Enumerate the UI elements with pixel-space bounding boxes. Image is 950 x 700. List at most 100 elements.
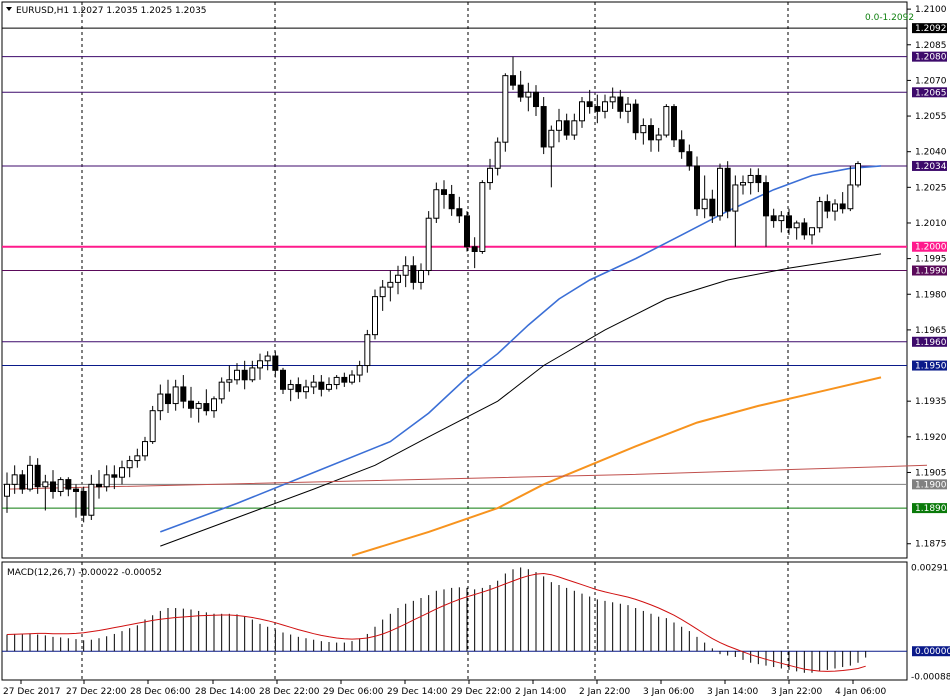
bullish-candle (778, 215, 785, 222)
bullish-candle (809, 227, 815, 236)
price-level-tag (912, 336, 947, 347)
macd-signal-line (6, 572, 866, 672)
bearish-candle (280, 369, 286, 390)
bearish-candle (50, 481, 56, 492)
bullish-candle (326, 384, 332, 390)
bearish-candle (165, 393, 171, 405)
bullish-candle (195, 403, 202, 409)
bearish-candle (80, 490, 87, 516)
bullish-candle (142, 441, 148, 457)
bearish-candle (648, 125, 654, 141)
time-tick-label: 27 Dec 2017 (3, 687, 61, 697)
price-tick-label: 1.2055 (915, 112, 947, 122)
bullish-candle (149, 410, 156, 443)
bullish-candle (832, 203, 838, 212)
time-tick-label: 3 Jan 14:00 (707, 687, 759, 697)
macd-indicator (2, 567, 907, 673)
price-tick-label: 1.2025 (915, 183, 947, 193)
bullish-candle (609, 96, 616, 103)
bullish-candle (310, 381, 317, 388)
moving-averages (6, 165, 928, 557)
bullish-candle (88, 483, 95, 516)
bullish-candle (333, 376, 340, 386)
bearish-candle (448, 193, 455, 210)
price-tick-label: 1.1935 (915, 397, 947, 407)
moving-average-line (160, 165, 882, 533)
bullish-candle (525, 91, 532, 98)
bullish-candle (11, 474, 18, 485)
bullish-candle (571, 120, 578, 136)
macd-label: MACD(12,26,7) -0.00022 -0.00052 (7, 568, 162, 578)
bearish-candle (709, 198, 716, 217)
bullish-candle (556, 120, 562, 131)
bullish-candle (27, 464, 33, 490)
bearish-candle (824, 201, 831, 212)
bearish-candle (471, 246, 478, 252)
bearish-candle (241, 369, 248, 381)
bullish-candle (387, 281, 394, 288)
bearish-candle (318, 381, 325, 390)
bullish-candle (625, 103, 631, 112)
price-tick-label: 1.1920 (915, 433, 947, 443)
bearish-candle (763, 182, 769, 217)
chart-header: EURUSD,H1 1.2027 1.2035 1.2025 1.2035 (16, 6, 207, 16)
price-level-value: 1.2000 (915, 243, 947, 253)
bullish-candle (364, 334, 371, 367)
bearish-candle (694, 165, 700, 210)
bullish-candle (847, 184, 854, 210)
bullish-candle (502, 75, 509, 143)
bearish-candle (188, 400, 194, 409)
bullish-candle (816, 201, 823, 229)
price-level-tag (912, 87, 947, 98)
time-tick-label: 29 Dec 22:00 (451, 687, 512, 697)
symbol-dropdown-icon[interactable] (6, 7, 12, 11)
bullish-candle (701, 198, 708, 210)
bullish-candle (134, 455, 141, 462)
macd-tick-label: -0.00088 (911, 673, 950, 683)
bullish-candle (425, 217, 432, 271)
price-level-value: 1.1950 (915, 362, 947, 372)
bearish-candle (73, 488, 79, 492)
bullish-candle (287, 384, 294, 390)
bearish-candle (801, 222, 808, 236)
price-level-value: 1.1900 (915, 480, 947, 490)
bullish-candle (740, 182, 746, 186)
moving-average-line (351, 376, 882, 557)
bearish-candle (96, 483, 102, 488)
bearish-candle (272, 355, 279, 371)
main-plot-frame (1, 1, 908, 559)
bearish-candle (517, 84, 524, 98)
price-level-value: 1.2092 (915, 24, 947, 34)
bearish-candle (295, 384, 302, 393)
bearish-candle (456, 208, 463, 217)
price-level-value: 1.1960 (915, 338, 947, 348)
moving-average-line (6, 464, 928, 490)
bullish-candle (747, 174, 754, 184)
bullish-candle (732, 184, 739, 212)
bullish-candle (4, 483, 10, 497)
bullish-candle (487, 167, 493, 184)
price-tick-label: 1.2010 (915, 219, 947, 229)
bullish-candle (226, 379, 233, 383)
bullish-candle (257, 360, 263, 369)
macd-tick-label: 0.00000 (915, 647, 950, 657)
bearish-candle (586, 101, 593, 108)
price-tick-label: 1.1980 (915, 290, 947, 300)
price-level-value: 1.2065 (915, 88, 947, 98)
bearish-candle (755, 174, 762, 184)
bullish-candle (640, 125, 647, 134)
price-level-tag (912, 360, 947, 371)
price-level-tag (912, 23, 947, 34)
price-tick-label: 1.2100 (915, 5, 947, 15)
bearish-candle (678, 139, 685, 153)
bullish-candle (395, 274, 401, 283)
bearish-candle (203, 403, 210, 412)
bullish-candle (655, 134, 662, 141)
bullish-candle (172, 386, 179, 405)
price-tick-label: 1.1875 (915, 540, 947, 550)
bullish-candle (103, 474, 110, 488)
bullish-candle (349, 374, 355, 383)
time-tick-label: 27 Dec 22:00 (66, 687, 127, 697)
bullish-candle (717, 167, 723, 217)
